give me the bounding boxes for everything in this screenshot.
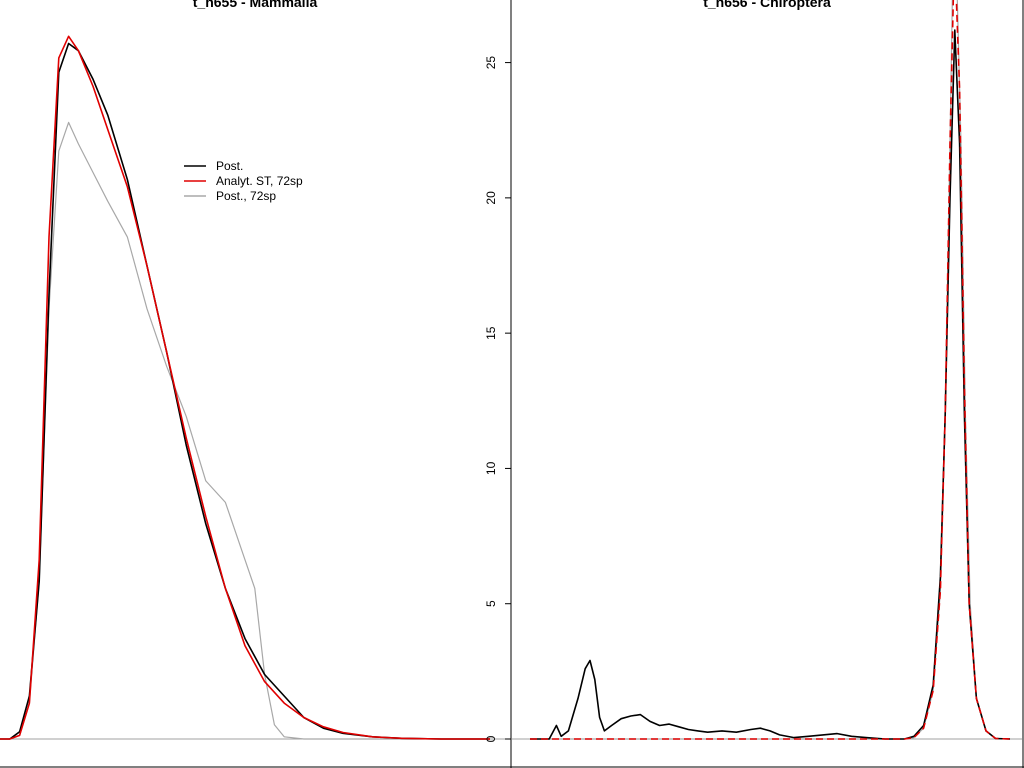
y-tick-label: 10 — [484, 461, 498, 475]
y-tick-label: 5 — [484, 600, 498, 607]
panel-mammalia: t_n655 - Mammalia Post. Analyt. ST, 72sp… — [0, 0, 510, 740]
series-line-post — [530, 29, 1011, 740]
series-line-post — [0, 42, 490, 740]
legend-label-post-72sp: Post., 72sp — [216, 189, 276, 203]
chart-title-right: t_n656 - Chiroptera — [703, 0, 831, 10]
series-line-analyt-st-72sp — [0, 35, 490, 740]
legend-label-post: Post. — [216, 159, 243, 173]
y-axis-ticks: 0 5 10 15 20 25 — [484, 56, 511, 742]
legend: Post. Analyt. ST, 72sp Post., 72sp — [184, 159, 303, 203]
series-line-analyt-st-72sp — [530, 0, 1011, 740]
y-tick-label: 0 — [484, 735, 498, 742]
y-tick-label: 20 — [484, 191, 498, 205]
y-tick-label: 25 — [484, 56, 498, 70]
y-tick-label: 15 — [484, 326, 498, 340]
series-group-left — [0, 35, 510, 740]
panel-chiroptera: t_n656 - Chiroptera 0 5 10 15 20 25 — [484, 0, 1022, 768]
legend-label-analytic: Analyt. ST, 72sp — [216, 174, 303, 188]
series-group-right — [512, 0, 1022, 740]
chart-title-left: t_n655 - Mammalia — [193, 0, 318, 10]
